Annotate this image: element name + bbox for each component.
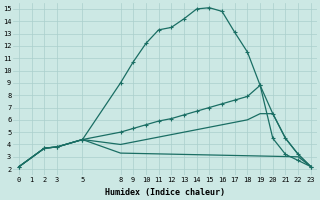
X-axis label: Humidex (Indice chaleur): Humidex (Indice chaleur) (105, 188, 225, 197)
